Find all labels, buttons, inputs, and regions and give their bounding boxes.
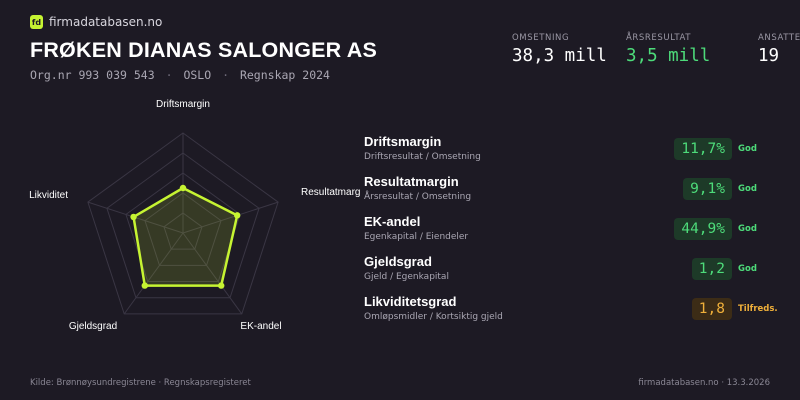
status-badge: God [738,224,757,234]
radar-data-point [141,282,148,289]
metric-row: Resultatmargin Årsresultat / Omsetning 9… [364,174,784,214]
metric-formula: Driftsresultat / Omsetning [364,152,481,162]
radar-grid-ring [106,152,260,299]
company-city: OSLO [183,68,212,82]
metric-formula: Gjeld / Egenkapital [364,272,449,282]
radar-axis-line [182,201,279,234]
metric-name: EK-andel [364,214,421,229]
metric-row: Likviditetsgrad Omløpsmidler / Kortsikti… [364,294,784,334]
metric-value: 44,9% [674,218,732,240]
meta-separator: · [165,68,173,82]
footer-site-date: firmadatabasen.no · 13.3.2026 [638,378,770,388]
metric-row: Driftsmargin Driftsresultat / Omsetning … [364,134,784,174]
metrics-list: Driftsmargin Driftsresultat / Omsetning … [364,134,784,334]
radar-axis-label: Driftsmargin [156,99,210,110]
radar-grid-ring [125,172,241,283]
radar-data-point [179,184,187,192]
metric-formula: Årsresultat / Omsetning [364,192,472,202]
footer-source: Kilde: Brønnøysundregistrene · Regnskaps… [30,378,251,388]
kpi-employees: ANSATTE 19 [758,33,800,66]
radar-axis-label: Likviditet [29,190,68,201]
status-badge: Tilfreds. [738,304,778,314]
metric-value: 1,2 [691,258,732,280]
radar-grid-ring [144,192,222,266]
radar-axis-label: Resultatmargin [301,187,360,198]
radar-data-point [130,213,137,221]
status-badge: God [738,184,757,194]
company-name: FRØKEN DIANAS SALONGER AS [30,38,378,62]
metric-name: Likviditetsgrad [364,294,457,309]
status-badge: God [738,144,757,154]
brand-name: firmadatabasen.no [49,15,163,29]
kpi-annual-result: ÅRSRESULTAT 3,5 mill [626,33,710,66]
radar-grid-ring [87,132,279,315]
radar-axis-label: EK-andel [240,321,281,332]
metric-value: 9,1% [683,178,732,200]
radar-axis-label: Gjeldsgrad [69,321,117,332]
metric-row: Gjeldsgrad Gjeld / Egenkapital 1,2 God [364,254,784,294]
kpi-label: OMSETNING [512,33,570,43]
radar-data-point [218,282,225,289]
radar-axis-line [123,232,184,315]
metric-name: Resultatmargin [364,174,459,189]
radar-grid-ring [163,212,203,250]
kpi-revenue: OMSETNING 38,3 mill [512,33,607,66]
radar-data-point [234,212,241,219]
kpi-label: ANSATTE [758,33,800,43]
meta-separator: · [222,68,230,82]
radar-chart: Driftsmargin Resultatmargin EK-andel Gjelds… [29,99,360,332]
brand-logo[interactable]: fd firmadatabasen.no [30,15,162,29]
metric-value: 11,7% [674,138,732,160]
kpi-value: 38,3 mill [512,46,607,66]
radar-data-area [132,186,239,287]
kpi-value: 19 [758,46,780,66]
kpi-label: ÅRSRESULTAT [626,33,692,43]
metric-formula: Egenkapital / Eiendeler [364,232,469,242]
metric-name: Driftsmargin [364,134,442,149]
kpi-value: 3,5 mill [626,46,711,66]
accounting-period: Regnskap 2024 [239,68,330,82]
radar-axis-line [182,232,243,315]
metric-value: 1,8 [691,298,732,320]
company-meta: Org.nr 993 039 543 · OSLO · Regnskap 202… [30,68,330,82]
metric-row: EK-andel Egenkapital / Eiendeler 44,9% G… [364,214,784,254]
metric-name: Gjeldsgrad [364,254,432,269]
org-number: Org.nr 993 039 543 [30,68,155,82]
logo-icon: fd [30,15,43,29]
metric-formula: Omløpsmidler / Kortsiktig gjeld [364,312,503,322]
status-badge: God [738,264,757,274]
